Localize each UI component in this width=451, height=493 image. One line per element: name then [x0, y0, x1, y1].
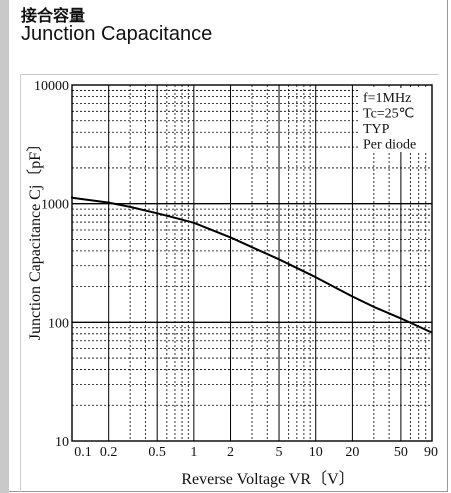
x-tick-label: 20	[345, 445, 359, 460]
tick-layer: 0.1 0.2 0.5 1 2 5 10 20 50 90 10 100 1000 10000	[34, 79, 438, 460]
y-tick-label: 100	[48, 316, 69, 331]
figure-panel	[9, 0, 448, 492]
x-tick-label: 2	[227, 445, 234, 460]
y-tick-label: 1000	[41, 198, 69, 213]
x-tick-label: 0.5	[148, 445, 166, 460]
grid-layer	[71, 84, 433, 442]
y-tick-label: 10	[55, 435, 69, 450]
x-tick-label: 0.2	[100, 445, 118, 460]
x-tick-label: 90	[424, 445, 438, 460]
x-tick-label: 5	[276, 445, 283, 460]
condition-annotation: TYP	[363, 122, 390, 137]
condition-annotation: Tc=25℃	[363, 107, 414, 122]
panel-inner-border	[20, 74, 21, 492]
condition-annotation: Per diode	[363, 138, 416, 153]
condition-annotation: f=1MHz	[363, 91, 411, 106]
x-axis-label: Reverse Voltage VR〔V〕	[181, 470, 354, 488]
chart-title-en: Junction Capacitance	[21, 23, 213, 45]
capacitance-curve	[71, 196, 433, 334]
x-tick-label: 0.1	[74, 445, 92, 460]
x-tick-label: 50	[394, 445, 408, 460]
chart-title-cn: 接合容量	[21, 6, 86, 25]
left-accent-bar	[0, 0, 9, 493]
x-tick-label: 10	[309, 445, 323, 460]
y-axis-label: Junction Capacitance Cj〔pF〕	[26, 136, 44, 340]
conditions-box	[360, 88, 430, 152]
curve-layer	[71, 196, 433, 334]
y-tick-label: 10000	[34, 79, 69, 94]
title-divider	[21, 74, 439, 75]
x-tick-label: 1	[190, 445, 197, 460]
